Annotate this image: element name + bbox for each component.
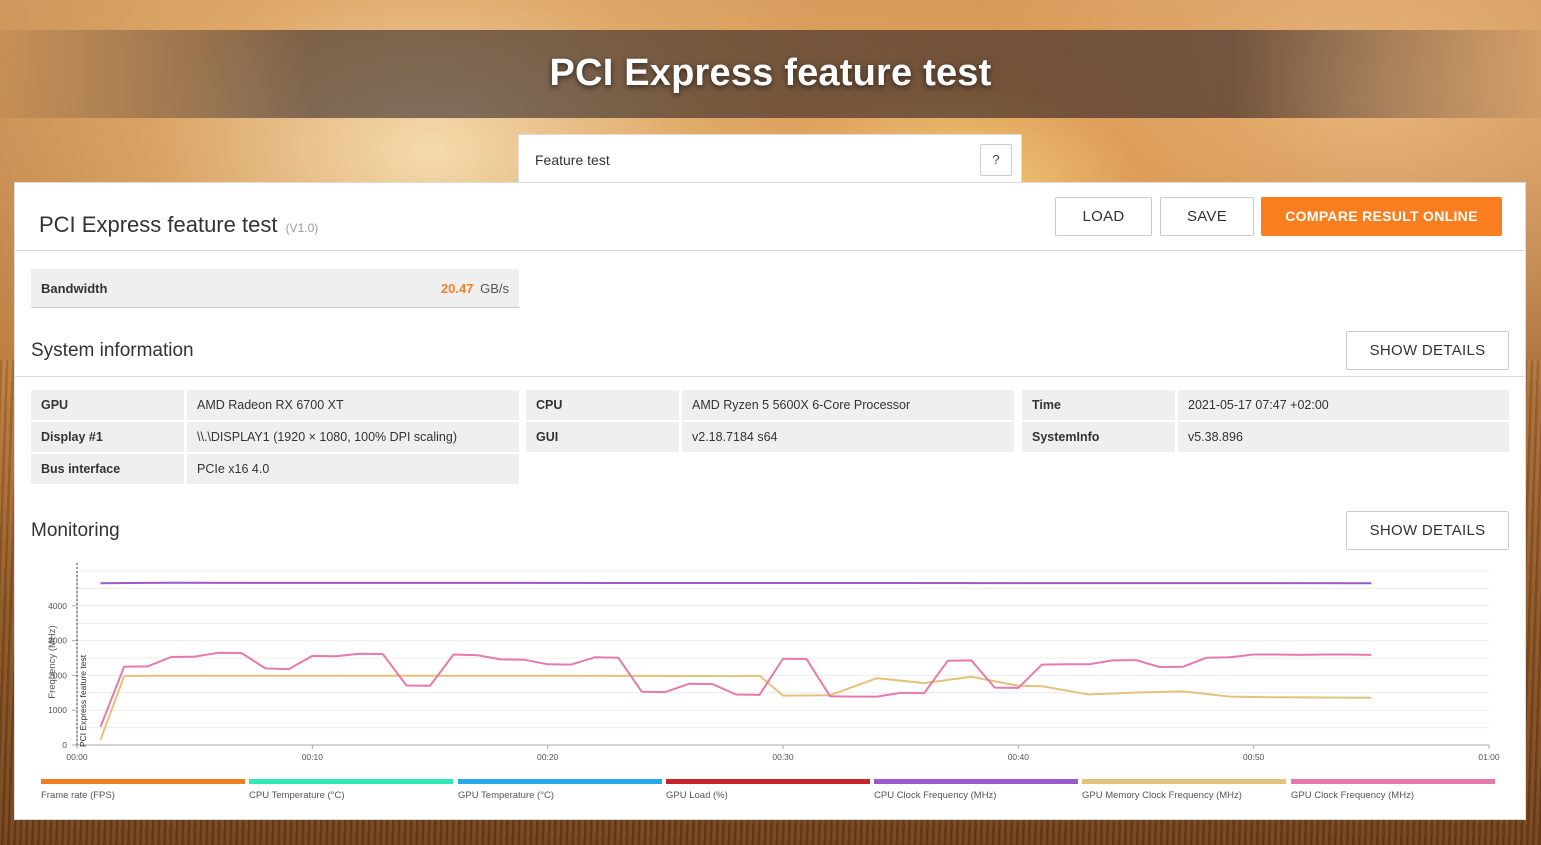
legend-item-gpu-clock[interactable]: GPU Clock Frequency (MHz): [1291, 779, 1495, 803]
info-value-time: 2021-05-17 07:47 +02:00: [1178, 390, 1509, 420]
divider: [15, 376, 1525, 377]
monitoring-title: Monitoring: [31, 520, 120, 541]
info-value-systeminfo: v5.38.896: [1178, 422, 1509, 452]
info-value-gpu: AMD Radeon RX 6700 XT: [187, 390, 519, 420]
score-row: Bandwidth 20.47 GB/s: [31, 269, 519, 308]
score-name: Bandwidth: [41, 281, 108, 296]
score-unit: GB/s: [480, 281, 509, 296]
legend-swatch: [458, 779, 662, 784]
info-key-time: Time: [1022, 390, 1175, 420]
help-button[interactable]: ?: [980, 144, 1012, 176]
legend-swatch: [874, 779, 1078, 784]
legend-label: Frame rate (FPS): [41, 790, 115, 801]
legend-item-frame-rate[interactable]: Frame rate (FPS): [41, 779, 245, 803]
test-selector[interactable]: Feature test ?: [518, 134, 1022, 183]
y-tick-label: 0: [62, 740, 67, 750]
x-tick-label: 00:10: [302, 752, 324, 762]
info-value-bus-interface: PCIe x16 4.0: [187, 454, 519, 484]
save-button[interactable]: SAVE: [1160, 197, 1254, 236]
x-tick-label: 00:30: [772, 752, 794, 762]
legend-swatch: [1291, 779, 1495, 784]
x-tick-label: 00:50: [1243, 752, 1265, 762]
legend-item-gpu-load[interactable]: GPU Load (%): [666, 779, 870, 803]
y-tick-label: 4000: [48, 601, 67, 611]
y-tick-label: 2000: [48, 670, 67, 680]
info-value-display: \\.\DISPLAY1 (1920 × 1080, 100% DPI scal…: [187, 422, 519, 452]
info-key-gui: GUI: [526, 422, 679, 452]
info-value-cpu: AMD Ryzen 5 5600X 6-Core Processor: [682, 390, 1014, 420]
system-information-title: System information: [31, 340, 194, 361]
info-key-gpu: GPU: [31, 390, 184, 420]
legend-label: CPU Clock Frequency (MHz): [874, 790, 997, 801]
legend-swatch: [249, 779, 453, 784]
info-key-bus-interface: Bus interface: [31, 454, 184, 484]
compare-result-online-button[interactable]: COMPARE RESULT ONLINE: [1261, 197, 1502, 236]
legend-swatch: [666, 779, 870, 784]
monitoring-chart: 0 1000 2000 3000 4000 00:00 00:10 00:20 00:30 00:…: [47, 563, 1500, 762]
test-marker-label: PCI Express feature test: [78, 654, 88, 747]
legend-label: GPU Clock Frequency (MHz): [1291, 790, 1414, 801]
legend-label: GPU Memory Clock Frequency (MHz): [1082, 790, 1242, 801]
result-panel: PCI Express feature test (V1.0) LOAD SAV…: [14, 182, 1526, 820]
result-version: (V1.0): [285, 221, 319, 235]
legend-label: GPU Temperature (°C): [458, 790, 555, 801]
y-tick-label: 1000: [48, 705, 67, 715]
y-tick-label: 3000: [48, 636, 67, 646]
monitoring-show-details-button[interactable]: SHOW DETAILS: [1346, 511, 1509, 550]
divider: [15, 250, 1525, 251]
title-band: [0, 30, 1541, 118]
series-line: [99, 674, 1372, 741]
legend-item-gpu-temperature[interactable]: GPU Temperature (°C): [458, 779, 662, 803]
legend-item-cpu-clock[interactable]: CPU Clock Frequency (MHz): [874, 779, 1078, 803]
result-title-text: PCI Express feature test: [39, 212, 278, 237]
x-tick-label: 00:20: [537, 752, 559, 762]
info-value-gui: v2.18.7184 s64: [682, 422, 1014, 452]
page-title: PCI Express feature test: [549, 52, 992, 94]
score-value-group: 20.47 GB/s: [441, 281, 509, 296]
x-tick-label: 00:40: [1008, 752, 1030, 762]
info-key-systeminfo: SystemInfo: [1022, 422, 1175, 452]
x-tick-label: 01:00: [1478, 752, 1500, 762]
info-key-display: Display #1: [31, 422, 184, 452]
result-title: PCI Express feature test (V1.0): [39, 212, 318, 238]
info-key-cpu: CPU: [526, 390, 679, 420]
legend-item-cpu-temperature[interactable]: CPU Temperature (°C): [249, 779, 453, 803]
legend-label: GPU Load (%): [666, 790, 728, 801]
legend-swatch: [41, 779, 245, 784]
score-value: 20.47: [440, 281, 474, 296]
series-line: [99, 651, 1372, 728]
y-axis-label: Frequency (MHz): [47, 625, 58, 698]
system-info-show-details-button[interactable]: SHOW DETAILS: [1346, 331, 1509, 370]
legend-item-gpu-memory-clock[interactable]: GPU Memory Clock Frequency (MHz): [1082, 779, 1286, 803]
legend-swatch: [1082, 779, 1286, 784]
load-button[interactable]: LOAD: [1055, 197, 1152, 236]
x-tick-label: 00:00: [66, 752, 88, 762]
legend-label: CPU Temperature (°C): [249, 790, 345, 801]
test-selector-label: Feature test: [535, 152, 610, 168]
